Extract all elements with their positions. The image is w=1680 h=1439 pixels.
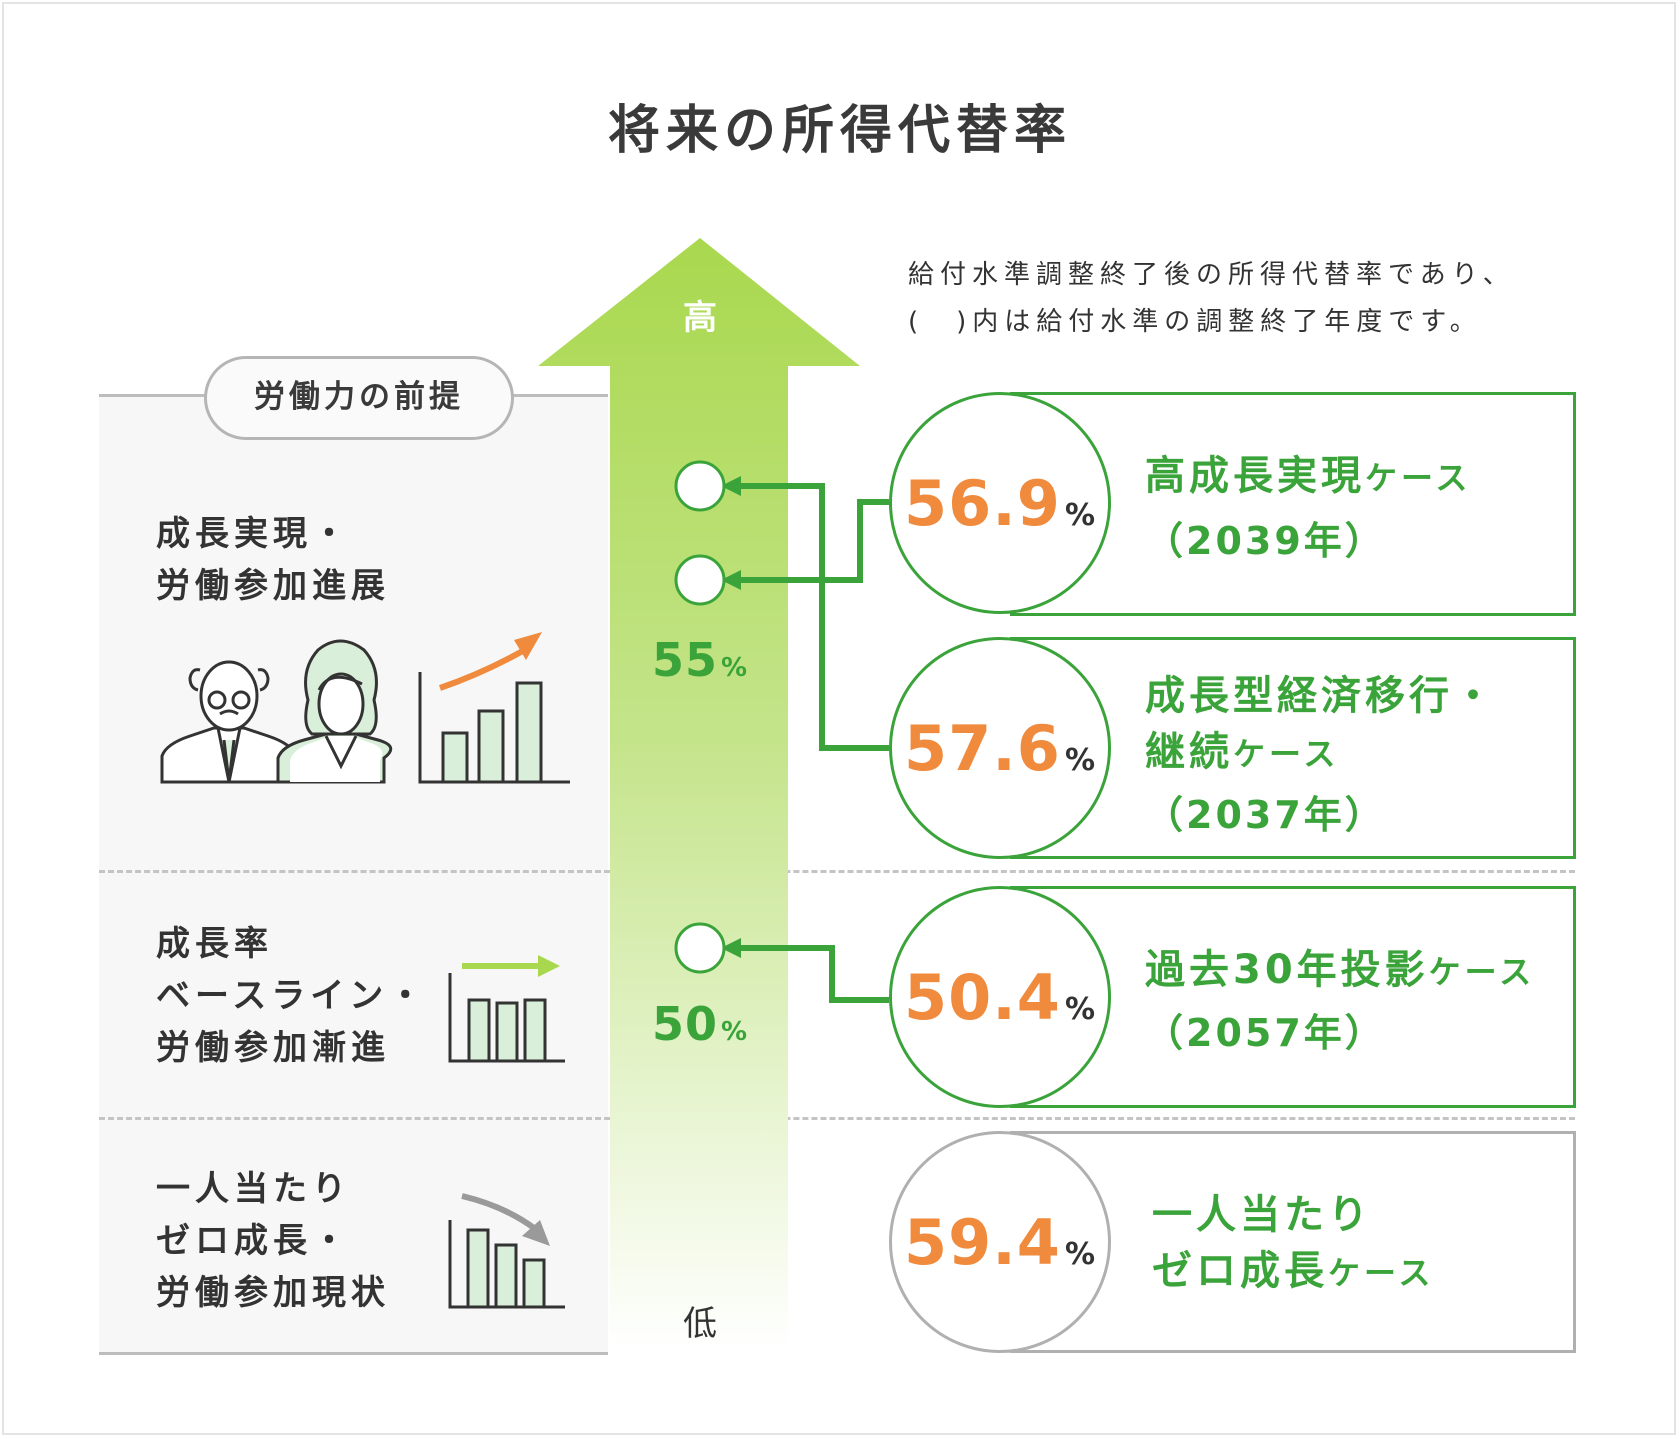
- rising-bars-icon: [418, 632, 570, 784]
- arrowhead-1: [721, 476, 741, 496]
- note-line-2: ( )内は給付水準の調整終了年度です。: [908, 307, 1482, 337]
- rate-zero-growth: 59.4%: [892, 1210, 1108, 1288]
- case-circle-zero-growth: 59.4%: [889, 1131, 1111, 1353]
- case-year-high-growth: （2039年）: [1145, 519, 1386, 563]
- axis-low-label: 低: [683, 1304, 717, 1344]
- flat-bars-icon: [448, 955, 565, 1063]
- rate-growth-transition: 57.6%: [892, 716, 1108, 794]
- arrowhead-3: [721, 938, 741, 958]
- panel-top-line-right: [512, 394, 608, 397]
- rate-unit: %: [1064, 992, 1097, 1027]
- case-year-past-30y: （2057年）: [1145, 1011, 1386, 1055]
- panel-bottom-line: [99, 1352, 608, 1355]
- case-year-growth-transition: （2037年）: [1145, 793, 1386, 837]
- note: 給付水準調整終了後の所得代替率であり、 ( )内は給付水準の調整終了年度です。: [908, 252, 1515, 346]
- connector-57-6: [728, 483, 889, 751]
- declining-bars-icon: [448, 1193, 565, 1309]
- case-suffix: ケース: [1233, 735, 1340, 773]
- marker-50: 50%: [600, 997, 800, 1051]
- case-circle-growth-transition: 57.6%: [889, 637, 1111, 859]
- case-name-text: 高成長実現: [1145, 453, 1365, 499]
- marker-55: 55%: [600, 633, 800, 687]
- case-circle-high-growth: 56.9%: [889, 392, 1111, 614]
- case-name-text: ゼロ成長: [1152, 1248, 1328, 1294]
- case-suffix: ケース: [1428, 953, 1536, 991]
- rate-unit: %: [1064, 743, 1097, 778]
- case-suffix: ケース: [1365, 459, 1472, 497]
- connector-50-4: [728, 945, 889, 1003]
- people-icon: [160, 639, 393, 784]
- rate-value: 50.4: [903, 961, 1061, 1034]
- high-low-arrow: [538, 238, 860, 1350]
- axis-high-label: 高: [683, 298, 717, 338]
- case-name-text: 過去30年投影: [1145, 947, 1429, 993]
- category-label-1: 成長実現・ 労働参加進展: [156, 514, 390, 606]
- rate-unit: %: [1064, 1237, 1097, 1272]
- case-name-past-30y: 過去30年投影ケース: [1145, 942, 1535, 1000]
- premise-pill: 労働力の前提: [204, 356, 514, 440]
- marker-50-value: 50: [651, 997, 718, 1051]
- divider-2: [99, 1117, 1575, 1120]
- rate-unit: %: [1064, 498, 1097, 533]
- arrowhead-2: [721, 570, 741, 590]
- case-name-text: 継続: [1145, 729, 1233, 775]
- marker-55-unit: %: [720, 653, 749, 683]
- rate-past-30y: 50.4%: [892, 965, 1108, 1043]
- rate-value: 56.9: [903, 467, 1061, 540]
- marker-55-value: 55: [651, 633, 718, 687]
- category-label-2: 成長率 ベースライン・ 労働参加漸進: [156, 924, 428, 1068]
- case-name-growth-transition-line1: 成長型経済移行・: [1145, 673, 1497, 719]
- case-name-high-growth: 高成長実現ケース: [1145, 448, 1471, 506]
- case-suffix: ケース: [1328, 1254, 1435, 1292]
- case-circle-past-30y: 50.4%: [889, 886, 1111, 1108]
- case-name-zero-growth-line1: 一人当たり: [1152, 1192, 1372, 1238]
- rate-high-growth: 56.9%: [892, 471, 1108, 549]
- panel-top-line-left: [99, 394, 208, 397]
- case-name-growth-transition-line2: 継続ケース: [1145, 724, 1339, 782]
- connector-56-9: [728, 499, 889, 583]
- rate-value: 57.6: [903, 712, 1061, 785]
- marker-dot-3: [674, 922, 726, 974]
- marker-dot-1: [674, 460, 726, 512]
- marker-dot-2: [674, 554, 726, 606]
- note-line-1: 給付水準調整終了後の所得代替率であり、: [908, 260, 1515, 290]
- divider-1: [99, 870, 1575, 873]
- rate-value: 59.4: [903, 1206, 1061, 1279]
- category-label-3: 一人当たり ゼロ成長・ 労働参加現状: [156, 1169, 390, 1313]
- case-name-zero-growth-line2: ゼロ成長ケース: [1152, 1243, 1434, 1301]
- marker-50-unit: %: [720, 1017, 749, 1047]
- premise-panel: [99, 394, 608, 1354]
- page-title: 将来の所得代替率: [607, 101, 1072, 161]
